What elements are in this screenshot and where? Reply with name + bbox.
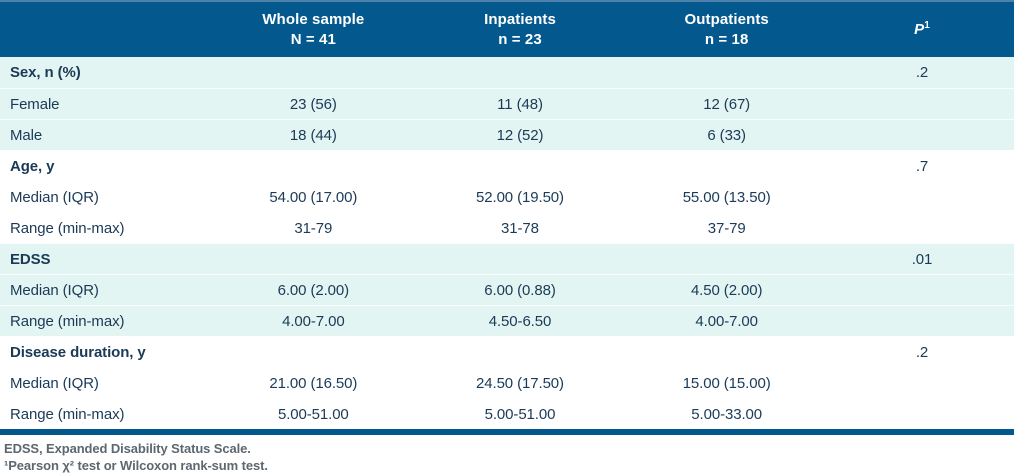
group-p-value: .7 xyxy=(915,157,929,175)
whole-sample-value: 31-79 xyxy=(294,219,333,237)
outpatients-value: 6 (33) xyxy=(707,126,746,144)
header-outpatients: Outpatients n = 18 xyxy=(623,2,830,57)
inpatients-value: 6.00 (0.88) xyxy=(484,281,556,299)
group-label: Age, y xyxy=(10,157,55,175)
header-outpatients-title: Outpatients xyxy=(684,11,769,28)
outpatients-value: 37-79 xyxy=(707,219,746,237)
footnote-abbreviation: EDSS, Expanded Disability Status Scale. xyxy=(4,441,251,456)
row-label: Male xyxy=(10,126,43,144)
table-row: Median (IQR) 6.00 (2.00) 6.00 (0.88) 4.5… xyxy=(0,274,1014,305)
row-label: Range (min-max) xyxy=(10,219,125,237)
table-row: Range (min-max) 31-79 31-78 37-79 xyxy=(0,212,1014,243)
header-whole-sample-n: N = 41 xyxy=(290,30,336,48)
table-row: Median (IQR) 54.00 (17.00) 52.00 (19.50)… xyxy=(0,181,1014,212)
table-row: Median (IQR) 21.00 (16.50) 24.50 (17.50)… xyxy=(0,367,1014,398)
whole-sample-value: 21.00 (16.50) xyxy=(269,374,358,392)
outpatients-value: 12 (67) xyxy=(703,95,751,113)
header-inpatients: Inpatients n = 23 xyxy=(417,2,624,57)
inpatients-value: 5.00-51.00 xyxy=(484,405,556,423)
outpatients-value: 5.00-33.00 xyxy=(691,405,763,423)
table-footnotes: EDSS, Expanded Disability Status Scale. … xyxy=(0,435,1014,475)
row-label: Range (min-max) xyxy=(10,312,125,330)
header-whole-sample-title: Whole sample xyxy=(262,11,365,28)
inpatients-value: 31-78 xyxy=(501,219,539,237)
group-p-value: .2 xyxy=(915,343,929,361)
table-row: Range (min-max) 5.00-51.00 5.00-51.00 5.… xyxy=(0,398,1014,429)
group-label: Disease duration, y xyxy=(10,343,146,361)
whole-sample-value: 5.00-51.00 xyxy=(277,405,349,423)
inpatients-value: 11 (48) xyxy=(497,95,543,113)
table-body: Sex, n (%) .2 Female 23 (56) 11 (48) 12 … xyxy=(0,57,1014,429)
outpatients-value: 55.00 (13.50) xyxy=(682,188,771,206)
row-label: Median (IQR) xyxy=(10,188,99,206)
table-row: Range (min-max) 4.00-7.00 4.50-6.50 4.00… xyxy=(0,305,1014,336)
inpatients-value: 4.50-6.50 xyxy=(488,312,552,330)
inpatients-value: 52.00 (19.50) xyxy=(476,188,564,206)
row-label: Median (IQR) xyxy=(10,281,99,299)
header-p-value: P1 xyxy=(830,2,1014,57)
table-group-row: Age, y .7 xyxy=(0,150,1014,181)
outpatients-value: 4.00-7.00 xyxy=(695,312,758,330)
p-value-label: P1 xyxy=(914,19,930,38)
table-group-row: Sex, n (%) .2 xyxy=(0,57,1014,88)
whole-sample-value: 4.00-7.00 xyxy=(282,312,345,330)
outpatients-value: 4.50 (2.00) xyxy=(690,281,763,299)
whole-sample-value: 23 (56) xyxy=(289,95,337,113)
header-empty-cell xyxy=(0,2,210,57)
table-group-row: Disease duration, y .2 xyxy=(0,336,1014,367)
inpatients-value: 24.50 (17.50) xyxy=(476,374,564,392)
group-p-value: .01 xyxy=(911,250,933,268)
header-inpatients-n: n = 23 xyxy=(498,30,542,48)
row-label: Median (IQR) xyxy=(10,374,99,392)
outpatients-value: 15.00 (15.00) xyxy=(682,374,771,392)
group-p-value: .2 xyxy=(915,64,929,81)
whole-sample-value: 18 (44) xyxy=(289,126,337,144)
header-whole-sample: Whole sample N = 41 xyxy=(210,2,417,57)
row-label: Female xyxy=(10,95,60,113)
group-label: EDSS xyxy=(10,250,51,268)
table-header-row: Whole sample N = 41 Inpatients n = 23 Ou… xyxy=(0,0,1014,57)
table-row: Male 18 (44) 12 (52) 6 (33) xyxy=(0,119,1014,150)
inpatients-value: 12 (52) xyxy=(496,126,544,144)
whole-sample-value: 54.00 (17.00) xyxy=(269,188,358,206)
group-label: Sex, n (%) xyxy=(10,64,81,81)
whole-sample-value: 6.00 (2.00) xyxy=(277,281,350,299)
table-bottom-rule xyxy=(0,429,1014,435)
table-row: Female 23 (56) 11 (48) 12 (67) xyxy=(0,88,1014,119)
footnote-statistical-test: ¹Pearson χ² test or Wilcoxon rank-sum te… xyxy=(4,457,268,473)
header-outpatients-n: n = 18 xyxy=(704,30,749,48)
row-label: Range (min-max) xyxy=(10,405,125,423)
header-inpatients-title: Inpatients xyxy=(484,11,556,28)
table-group-row: EDSS .01 xyxy=(0,243,1014,274)
